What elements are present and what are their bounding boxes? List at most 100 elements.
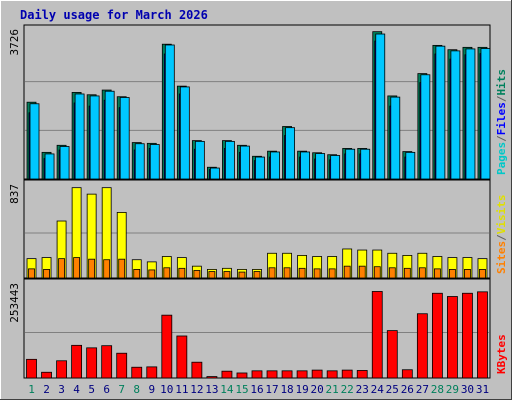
day-label: 30 [461, 383, 474, 396]
bar-sites [118, 258, 126, 279]
bar-sites [313, 268, 321, 279]
bar-kbytes [101, 345, 113, 379]
day-label: 5 [88, 383, 95, 396]
bar-sites [343, 265, 351, 279]
bar-kbytes [131, 366, 143, 379]
bar-kbytes [146, 366, 158, 379]
bar-kbytes [221, 370, 233, 379]
bar-kbytes [311, 369, 323, 379]
bar-pages [104, 90, 115, 180]
day-label: 21 [326, 383, 339, 396]
day-labels: 1 2 3 4 5 6 7 8 9 10 11 12 13 14 15 16 17 18 19 20 21 22 23 24 2… [28, 383, 489, 396]
bar-pages [300, 151, 310, 180]
bar-pages [330, 155, 341, 180]
bar-kbytes [477, 291, 488, 379]
day-label: 17 [265, 383, 278, 396]
day-label: 18 [280, 383, 293, 396]
panel-legend: KBytes [495, 334, 508, 374]
bar-kbytes [191, 361, 203, 379]
bar-sites [148, 269, 156, 279]
bar-pages [480, 48, 491, 180]
bar-kbytes [176, 335, 188, 379]
bar-kbytes [26, 358, 37, 379]
bar-sites [73, 257, 81, 279]
bar-sites [238, 271, 246, 279]
legend-entry: / [495, 95, 508, 102]
bar-pages [149, 144, 160, 180]
bar-pages [405, 151, 416, 180]
legend-entry: KBytes [495, 334, 508, 374]
y-max-label: 253443 [8, 283, 21, 323]
bar-sites [418, 267, 426, 279]
bar-kbytes [386, 330, 398, 379]
bar-pages [315, 153, 326, 180]
bar-pages [210, 167, 220, 180]
day-label: 26 [401, 383, 414, 396]
bar-kbytes [341, 369, 353, 379]
day-label: 3 [58, 383, 65, 396]
bar-pages [119, 97, 130, 180]
series-pages [29, 33, 491, 180]
bar-kbytes [56, 360, 67, 379]
legend-entry: / [495, 234, 508, 241]
bar-sites [223, 271, 231, 279]
y-max-label: 837 [8, 184, 21, 204]
bar-sites [479, 268, 486, 279]
bar-pages [225, 140, 235, 180]
day-label: 28 [431, 383, 444, 396]
bar-kbytes [206, 376, 218, 379]
legend-entry: Sites [495, 241, 508, 274]
panel-frame [23, 179, 491, 279]
bar-sites [328, 268, 336, 279]
bar-sites [253, 271, 261, 279]
bar-pages [59, 146, 70, 180]
bar-pages [255, 156, 265, 180]
bar-kbytes [71, 344, 83, 379]
day-label: 25 [386, 383, 399, 396]
bar-pages [89, 95, 100, 180]
day-label: 7 [118, 383, 125, 396]
bar-kbytes [116, 352, 128, 379]
bar-pages [270, 151, 280, 180]
bar-sites [358, 265, 366, 279]
bar-kbytes [416, 313, 428, 379]
day-label: 10 [160, 383, 173, 396]
bar-kbytes [447, 296, 458, 379]
bar-pages [360, 148, 371, 180]
bar-sites [433, 268, 441, 279]
bar-sites [208, 271, 216, 279]
bar-kbytes [281, 370, 293, 379]
panel-legend: Sites/Visits [495, 195, 508, 275]
day-label: 15 [235, 383, 248, 396]
bar-sites [464, 268, 471, 279]
bar-kbytes [41, 371, 52, 379]
day-label: 8 [133, 383, 140, 396]
day-label: 9 [148, 383, 155, 396]
series-sites [28, 257, 486, 279]
day-label: 13 [205, 383, 218, 396]
bar-sites [133, 268, 141, 279]
day-label: 6 [103, 383, 110, 396]
bar-pages [345, 148, 356, 180]
y-max-label: 3726 [8, 29, 21, 56]
bar-pages [44, 153, 55, 180]
bar-sites [163, 267, 171, 279]
bar-pages [134, 143, 145, 180]
day-label: 4 [73, 383, 80, 396]
bar-sites [449, 268, 456, 279]
bar-sites [283, 267, 291, 279]
bar-pages [240, 145, 250, 180]
bar-sites [103, 259, 111, 279]
day-label: 29 [446, 383, 459, 396]
day-label: 12 [190, 383, 203, 396]
bar-kbytes [251, 370, 263, 379]
bar-sites [88, 258, 96, 279]
legend-entry: Pages [495, 142, 508, 175]
day-label: 2 [43, 383, 50, 396]
bar-kbytes [371, 291, 383, 379]
day-label: 27 [416, 383, 429, 396]
day-label: 24 [371, 383, 385, 396]
bar-pages [375, 33, 386, 180]
